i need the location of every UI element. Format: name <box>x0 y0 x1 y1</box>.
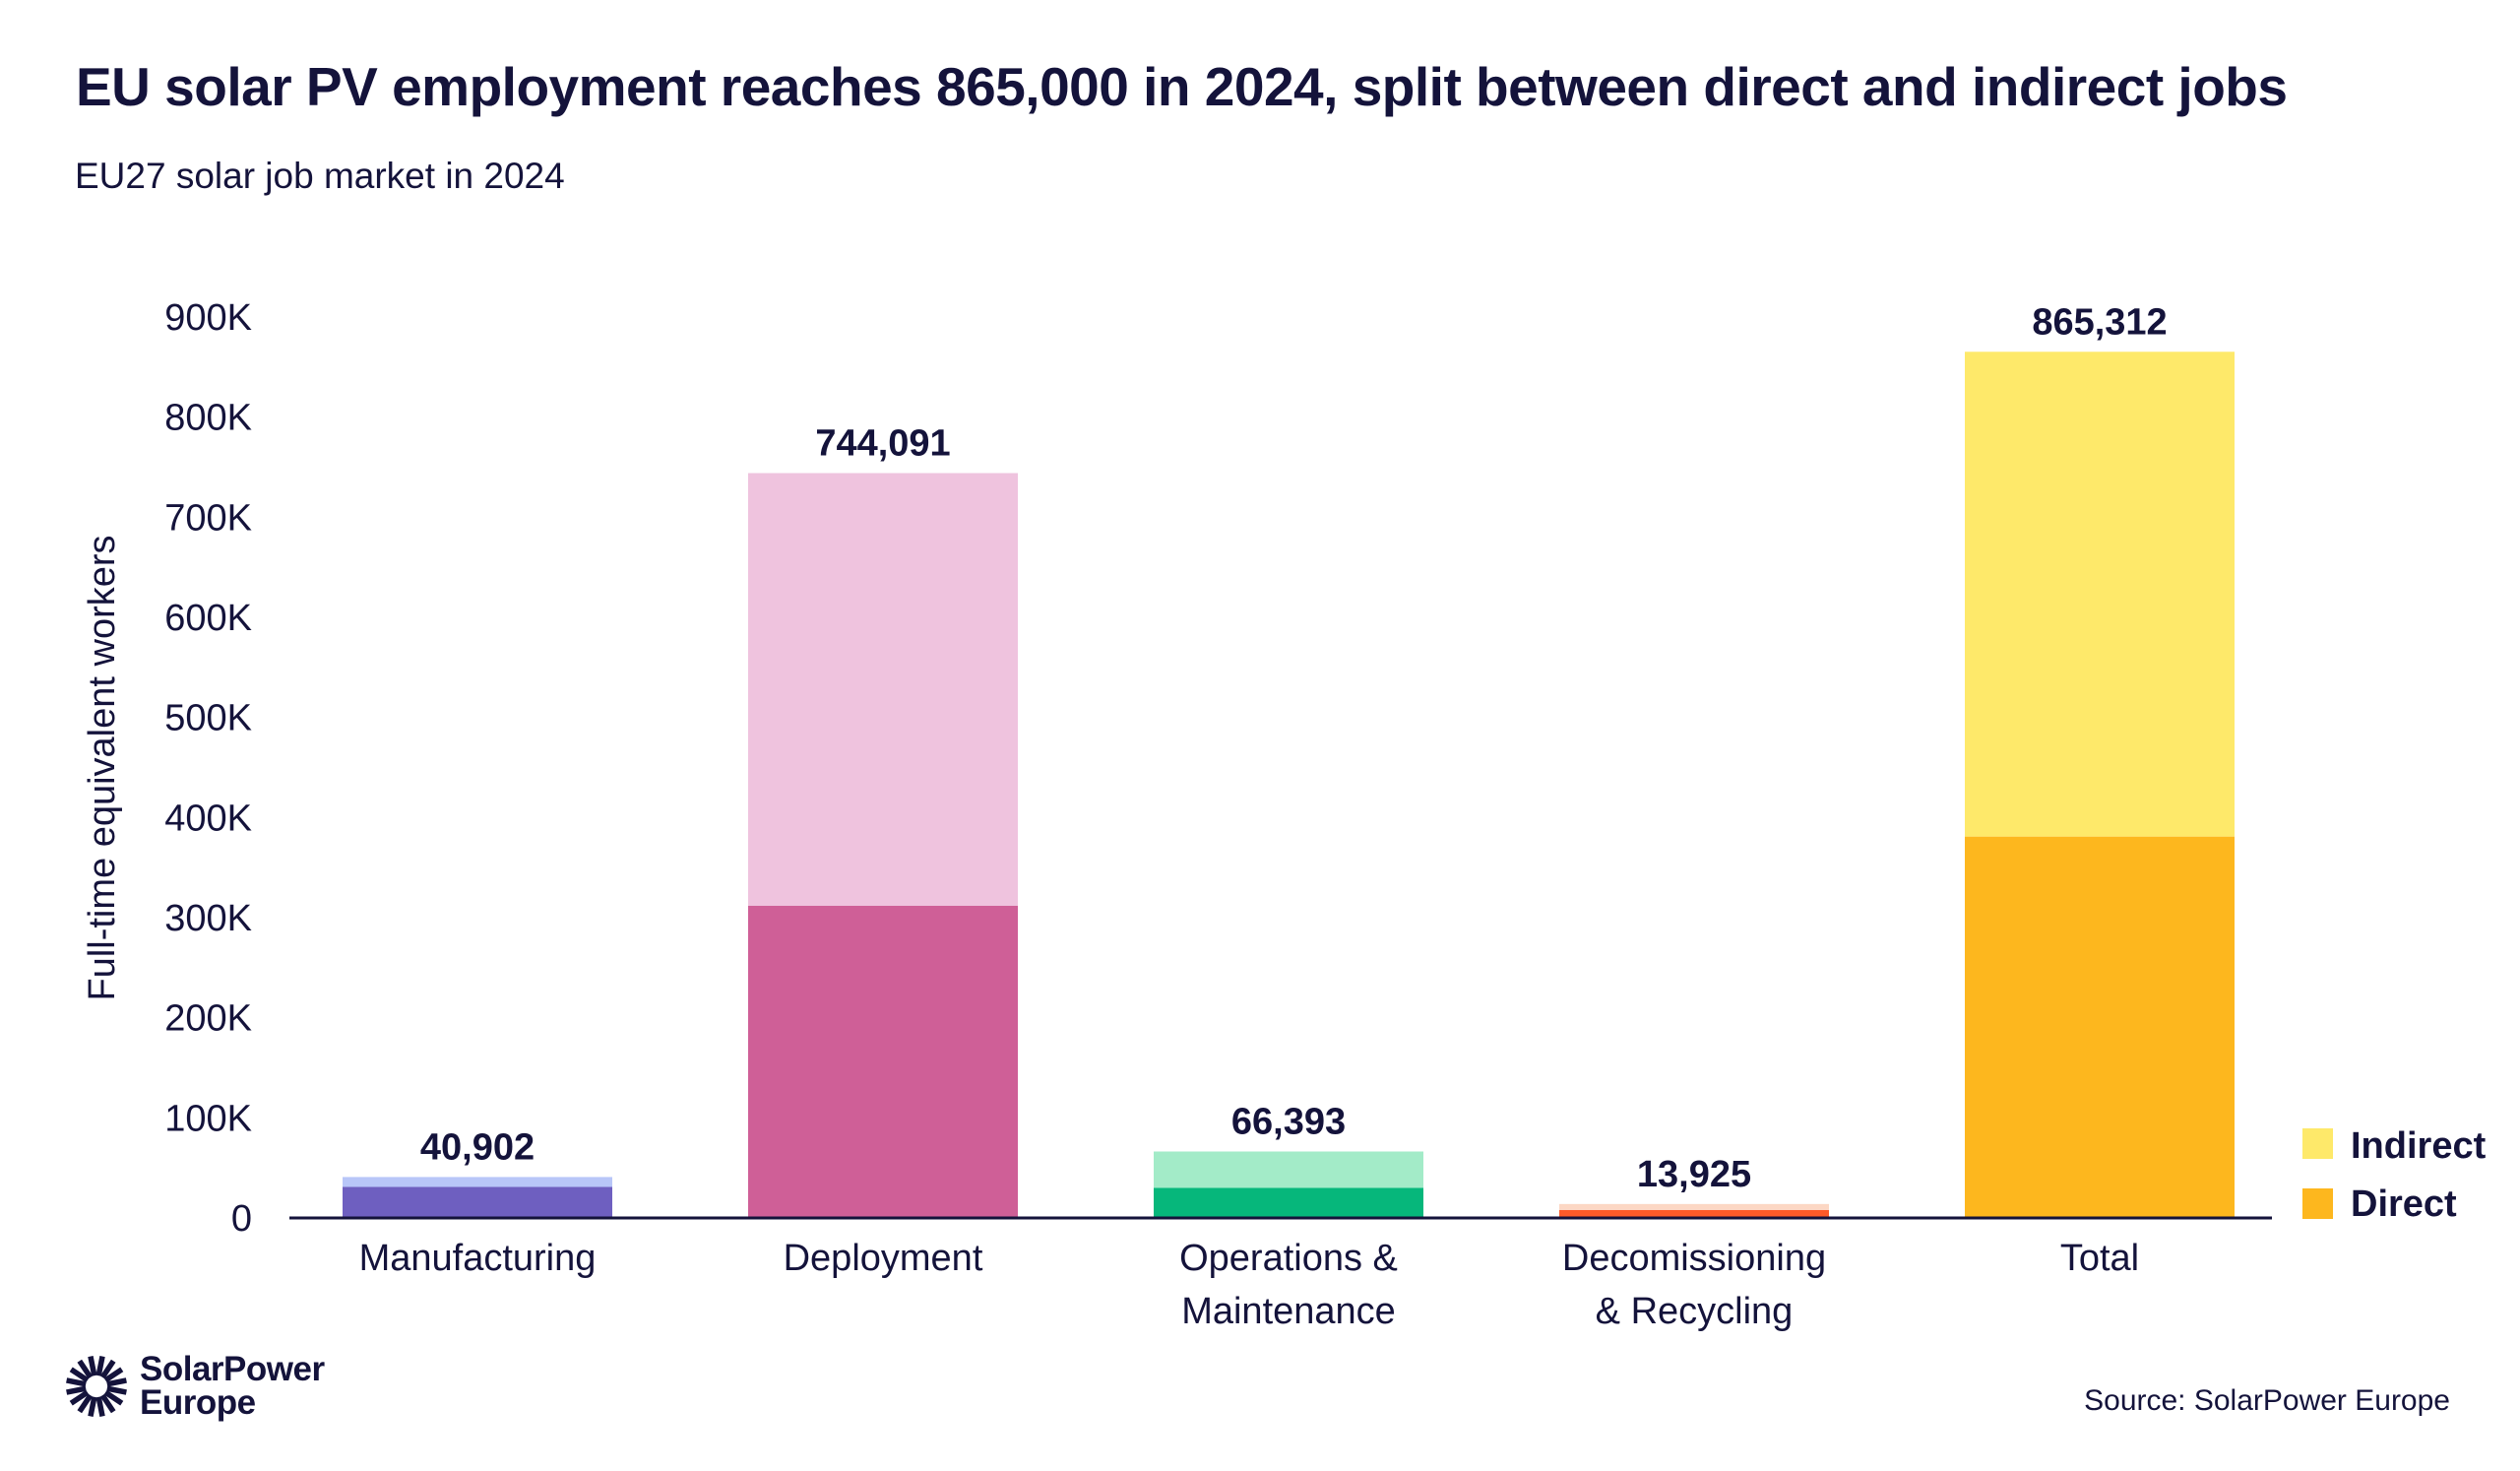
bar-indirect <box>1965 352 2235 837</box>
source-note: Source: SolarPower Europe <box>2084 1384 2450 1417</box>
x-category-label: Operations & <box>1179 1238 1398 1279</box>
x-category-label: Total <box>2060 1238 2139 1279</box>
bar-indirect <box>343 1177 612 1187</box>
bar-direct <box>748 905 1018 1218</box>
x-category-label: Decomissioning <box>1562 1238 1826 1279</box>
sun-ray <box>66 1385 87 1395</box>
sun-ray <box>103 1367 124 1383</box>
sun-ray <box>77 1393 94 1414</box>
y-tick-label: 0 <box>231 1198 252 1240</box>
chart-subtitle: EU27 solar job market in 2024 <box>75 156 565 196</box>
sun-ray <box>99 1359 116 1379</box>
x-category-label: & Recycling <box>1596 1291 1794 1332</box>
y-tick-label: 600K <box>164 598 252 639</box>
bar-direct <box>1559 1209 1829 1218</box>
x-category-label: Deployment <box>784 1238 983 1279</box>
bar-indirect <box>1559 1203 1829 1210</box>
legend-label-indirect: Indirect <box>2351 1125 2487 1167</box>
bar-indirect <box>748 473 1018 906</box>
sun-ray <box>88 1356 97 1376</box>
sun-ray <box>106 1377 127 1387</box>
legend-label-direct: Direct <box>2351 1183 2457 1225</box>
chart-title: EU solar PV employment reaches 865,000 i… <box>76 56 2288 117</box>
y-tick-label: 700K <box>164 497 252 539</box>
bar-direct <box>1965 836 2235 1218</box>
bar-direct <box>1154 1187 1423 1218</box>
legend: Indirect Direct <box>2302 1125 2487 1225</box>
sun-ray <box>88 1396 97 1417</box>
bar-direct <box>343 1186 612 1218</box>
sun-ray <box>69 1389 90 1406</box>
logo-text-line1: SolarPower <box>140 1350 325 1388</box>
y-axis-title: Full-time equivalent workers <box>82 535 123 1000</box>
sun-ray <box>99 1393 116 1414</box>
x-axis-labels: Manufacturing Deployment Operations & Maint… <box>359 1238 2140 1332</box>
solarpower-europe-logo: SolarPower Europe <box>65 1351 325 1422</box>
sun-ray <box>106 1385 127 1395</box>
sun-ray <box>69 1367 90 1383</box>
bar-total-label: 13,925 <box>1637 1154 1751 1195</box>
x-category-label: Maintenance <box>1181 1291 1396 1332</box>
bar-indirect <box>1154 1151 1423 1188</box>
bar-total-label: 66,393 <box>1231 1102 1346 1143</box>
bar-total-label: 865,312 <box>2032 301 2167 343</box>
y-tick-label: 900K <box>164 297 252 339</box>
legend-swatch-indirect <box>2302 1128 2333 1159</box>
y-tick-label: 500K <box>164 698 252 739</box>
y-tick-label: 200K <box>164 998 252 1040</box>
bar-total-label: 40,902 <box>420 1126 535 1168</box>
y-tick-label: 300K <box>164 898 252 939</box>
sun-ray <box>103 1389 124 1406</box>
sun-logo-icon <box>66 1356 127 1417</box>
y-axis: 0 100K 200K 300K 400K 500K 600K 700K 800K 900K <box>164 297 252 1240</box>
sun-ray <box>95 1396 105 1417</box>
y-tick-label: 400K <box>164 798 252 839</box>
y-tick-label: 100K <box>164 1098 252 1139</box>
bars: 40,902 744,091 66,393 13,925 865,312 <box>343 301 2235 1218</box>
sun-ray <box>66 1377 87 1387</box>
sun-ray <box>95 1356 105 1376</box>
y-tick-label: 800K <box>164 398 252 439</box>
logo-text-line2: Europe <box>140 1383 256 1422</box>
bar-total-label: 744,091 <box>815 423 950 465</box>
x-category-label: Manufacturing <box>359 1238 597 1279</box>
legend-swatch-direct <box>2302 1188 2333 1219</box>
sun-ray <box>77 1359 94 1379</box>
